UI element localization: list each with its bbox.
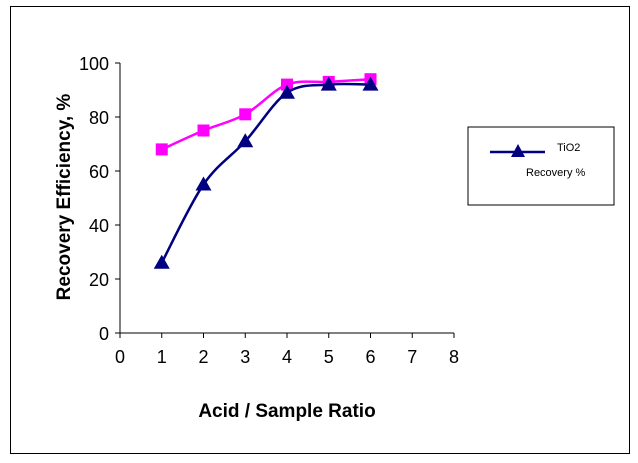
legend-label-tio2: TiO2 bbox=[557, 142, 580, 154]
series-line-tio2 bbox=[160, 82, 371, 264]
data-point-tio2 bbox=[153, 254, 170, 269]
x-axis-title: Acid / Sample Ratio bbox=[198, 401, 375, 422]
x-tick-label: 8 bbox=[449, 347, 459, 367]
y-axis-title: Recovery Efficiency, % bbox=[54, 94, 75, 301]
data-point-tio2 bbox=[362, 76, 379, 91]
x-tick-label: 0 bbox=[115, 347, 125, 367]
x-tick-label: 4 bbox=[282, 347, 292, 367]
data-point-tio2 bbox=[237, 133, 254, 148]
data-point-recovery bbox=[197, 124, 210, 137]
y-tick-label: 100 bbox=[79, 54, 109, 74]
y-tick-label: 40 bbox=[89, 216, 109, 236]
data-point-recovery bbox=[155, 143, 168, 156]
data-point-tio2 bbox=[320, 76, 337, 91]
x-tick-label: 1 bbox=[157, 347, 167, 367]
data-point-tio2 bbox=[195, 176, 212, 191]
data-point-recovery bbox=[281, 78, 293, 91]
y-tick-label: 80 bbox=[89, 108, 109, 128]
x-tick-label: 3 bbox=[240, 347, 250, 367]
legend-box bbox=[467, 126, 615, 206]
legend-label-recovery: Recovery % bbox=[526, 167, 586, 179]
series-layer bbox=[153, 73, 379, 269]
y-tick-label: 20 bbox=[89, 270, 109, 290]
y-axis-ticks: 0 20 40 60 80 100 bbox=[79, 54, 120, 344]
data-point-tio2 bbox=[279, 84, 295, 99]
chart-frame bbox=[10, 6, 630, 454]
x-tick-label: 6 bbox=[365, 347, 375, 367]
legend: TiO2 Recovery % bbox=[467, 126, 615, 206]
x-tick-label: 2 bbox=[198, 347, 208, 367]
x-axis-ticks: 0 1 2 3 4 5 6 7 8 bbox=[115, 333, 459, 367]
legend-marker-triangle bbox=[511, 144, 525, 157]
data-point-recovery bbox=[239, 108, 252, 121]
y-tick-label: 0 bbox=[99, 324, 109, 344]
y-tick-label: 60 bbox=[89, 162, 109, 182]
x-tick-label: 5 bbox=[324, 347, 334, 367]
x-tick-label: 7 bbox=[407, 347, 417, 367]
